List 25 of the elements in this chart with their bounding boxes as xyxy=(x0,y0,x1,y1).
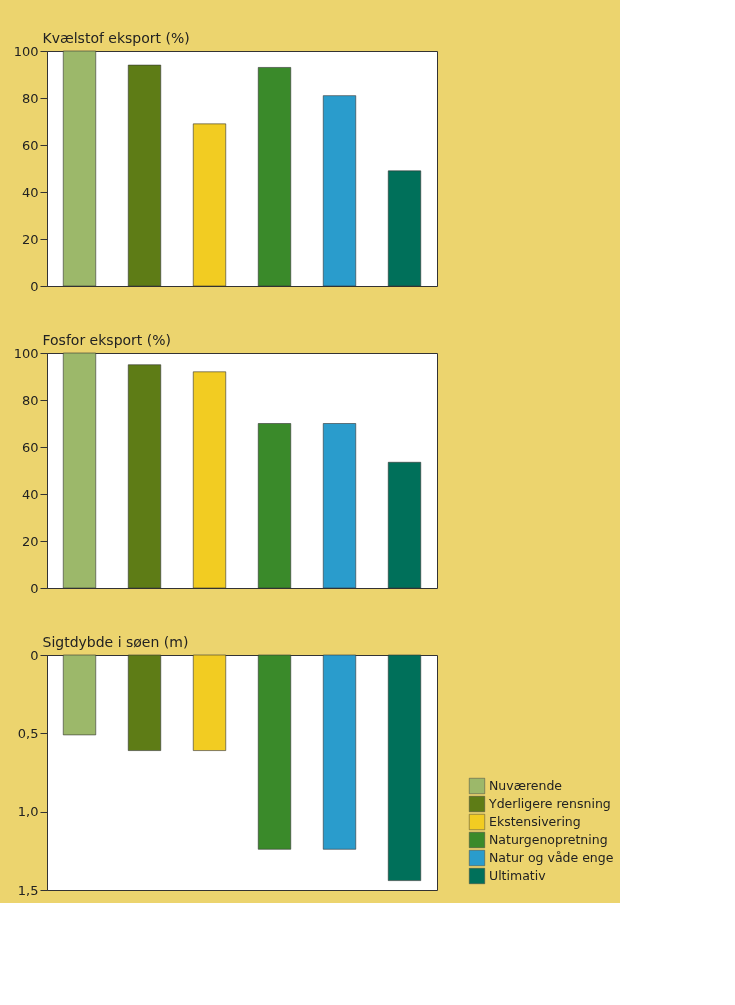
y-axis-title: Kvælstof eksport (%) xyxy=(42,29,190,46)
y-tick-label: 20 xyxy=(21,533,39,549)
legend-label: Ultimativ xyxy=(489,868,547,883)
y-tick-label: 40 xyxy=(21,486,39,502)
y-tick-label: 60 xyxy=(21,439,39,455)
y-tick-label: 80 xyxy=(21,392,39,408)
y-tick-label: 100 xyxy=(13,345,39,361)
y-tick-label: 0,5 xyxy=(17,725,39,741)
y-tick-label: 0 xyxy=(30,580,39,596)
y-tick-label: 0 xyxy=(30,647,39,663)
y-axis-title: Sigtdybde i søen (m) xyxy=(42,633,189,650)
legend-label: Nuværende xyxy=(489,778,563,793)
y-tick-label: 20 xyxy=(21,231,39,247)
y-tick-label: 1,0 xyxy=(17,804,39,820)
legend-label: Ekstensivering xyxy=(489,814,581,829)
legend-label: Natur og våde enge xyxy=(489,850,614,865)
y-tick-label: 40 xyxy=(21,184,39,200)
legend-label: Naturgenopretning xyxy=(489,832,608,847)
y-tick-label: 1,5 xyxy=(17,882,39,898)
y-tick-label: 0 xyxy=(30,278,39,294)
y-tick-label: 60 xyxy=(21,137,39,153)
y-tick-label: 100 xyxy=(13,43,39,59)
y-axis-title: Fosfor eksport (%) xyxy=(42,331,172,348)
legend-label: Yderligere rensning xyxy=(488,796,611,811)
y-tick-label: 80 xyxy=(21,90,39,106)
